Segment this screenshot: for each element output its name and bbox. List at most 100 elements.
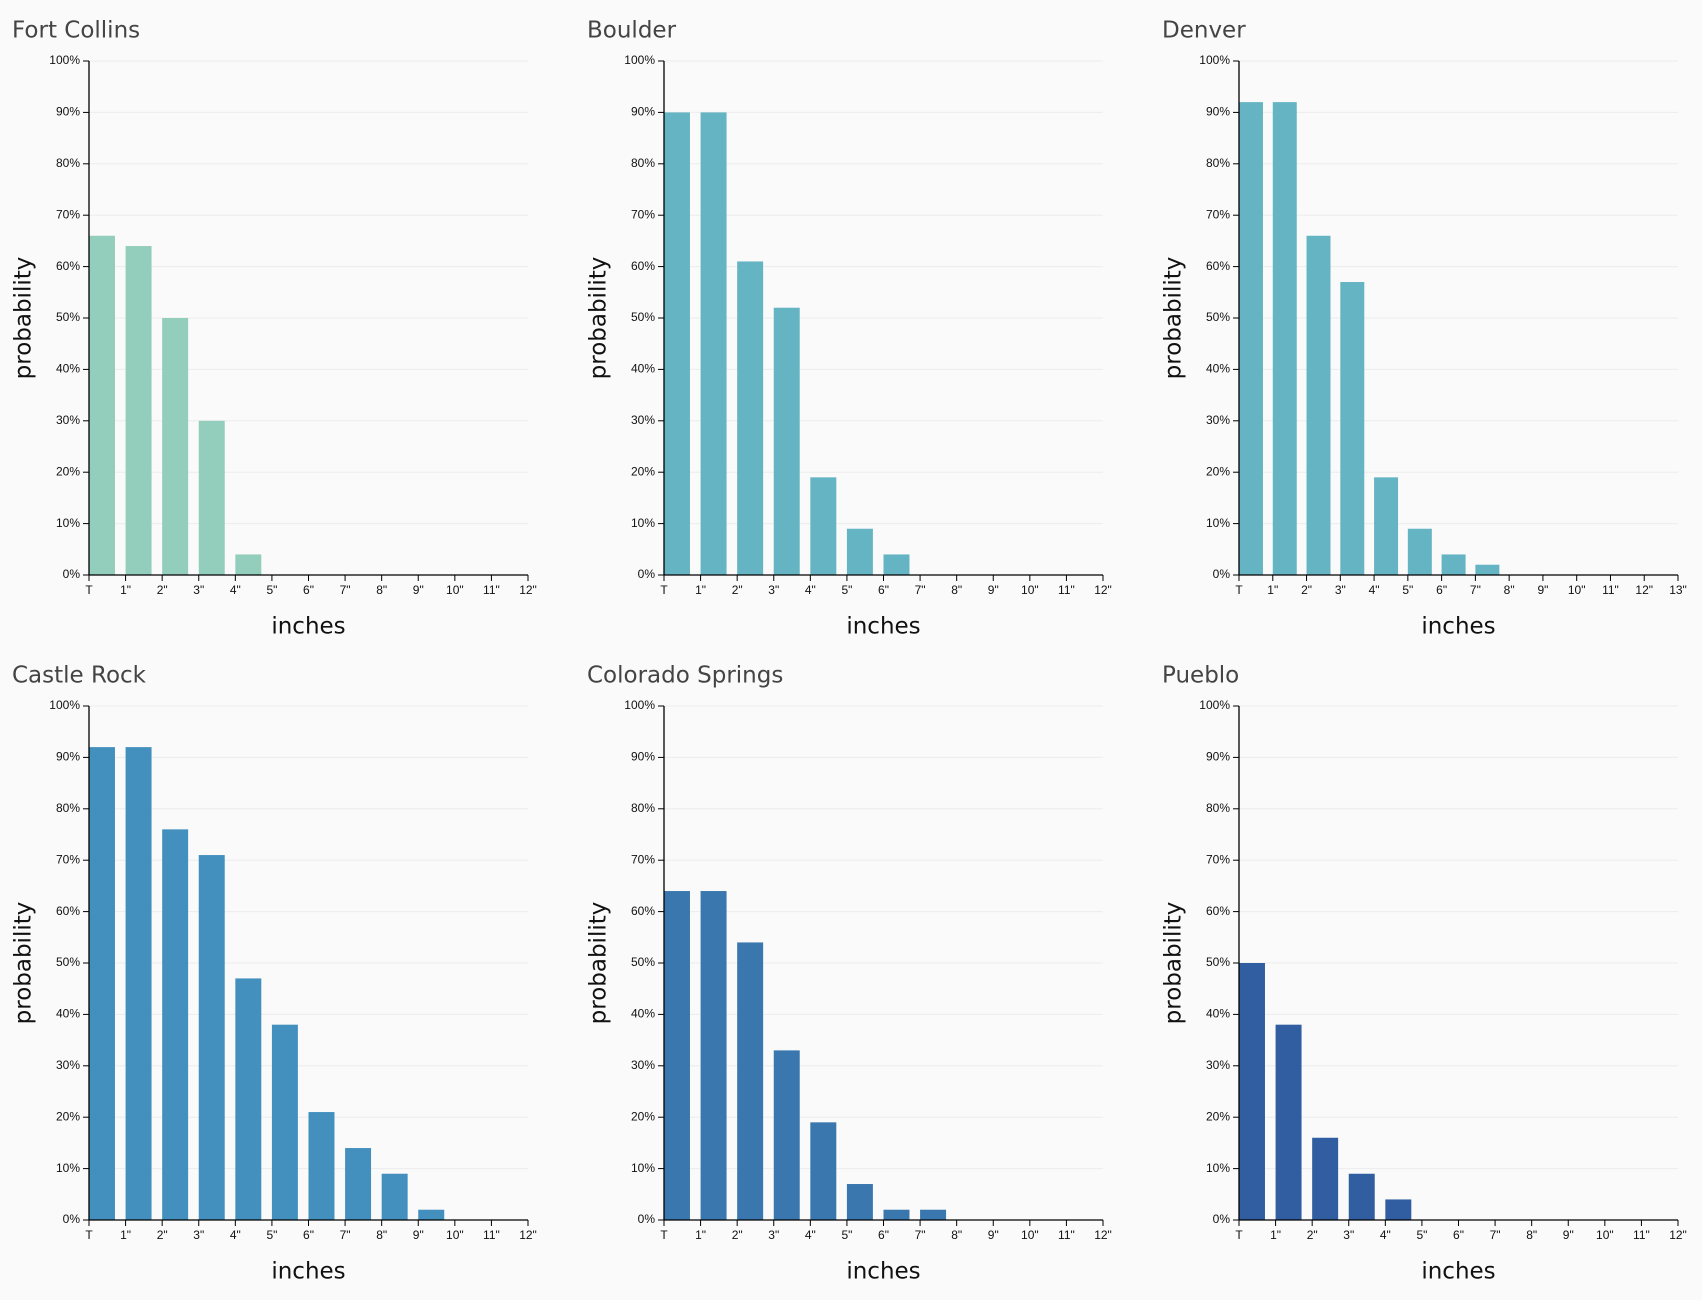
x-tick-label: 1" <box>120 1228 131 1242</box>
x-tick-label: 8" <box>951 583 962 597</box>
bar <box>235 978 262 1220</box>
y-tick-label: 40% <box>56 1007 80 1021</box>
y-tick-label: 100% <box>1199 698 1230 712</box>
x-tick-label: 8" <box>376 1228 387 1242</box>
bar <box>1340 282 1365 575</box>
y-tick-label: 40% <box>56 362 80 376</box>
x-tick-label: 9" <box>1563 1228 1574 1242</box>
y-tick-label: 50% <box>631 310 655 324</box>
y-tick-label: 100% <box>624 698 655 712</box>
chart-title: Denver <box>1162 18 1246 44</box>
x-tick-label: 12" <box>1094 1228 1112 1242</box>
bar <box>198 420 225 575</box>
y-tick-label: 50% <box>631 955 655 969</box>
bar <box>810 1122 837 1220</box>
y-tick-label: 50% <box>56 955 80 969</box>
x-tick-label: 5" <box>266 583 277 597</box>
x-tick-label: 9" <box>413 1228 424 1242</box>
bar <box>1239 102 1263 576</box>
x-tick-label: 2" <box>1301 583 1312 597</box>
y-tick-label: 100% <box>49 53 80 67</box>
x-tick-label: 4" <box>230 1228 241 1242</box>
chart-title: Pueblo <box>1162 663 1239 689</box>
x-tick-label: 11" <box>483 583 500 597</box>
y-tick-label: 60% <box>56 904 80 918</box>
y-tick-label: 90% <box>631 105 655 119</box>
bar <box>810 477 837 575</box>
bar <box>1239 963 1265 1220</box>
y-tick-label: 20% <box>56 464 80 478</box>
bar <box>920 1209 947 1220</box>
bar <box>125 747 152 1220</box>
x-tick-label: 4" <box>805 583 816 597</box>
bar <box>737 942 764 1220</box>
chart-panel: Boulder 0% 10% 20% 30% 40% 50% 60% 70% 80% 90% 100%… <box>586 18 1112 640</box>
y-tick-label: 20% <box>631 464 655 478</box>
x-tick-label: T <box>1235 1228 1243 1242</box>
y-tick-label: 80% <box>631 801 655 815</box>
y-tick-label: 80% <box>1206 156 1230 170</box>
chart-panel: Denver 0% 10% 20% 30% 40% 50% 60% 70% 80% 90% 100% T… <box>1161 18 1687 640</box>
chart-title: Boulder <box>587 18 677 44</box>
x-tick-label: 10" <box>1021 1228 1039 1242</box>
x-tick-label: 3" <box>193 1228 204 1242</box>
x-tick-label: 10" <box>1568 583 1586 597</box>
x-tick-label: 6" <box>303 583 314 597</box>
y-tick-label: 100% <box>49 698 80 712</box>
x-tick-label: 3" <box>193 583 204 597</box>
x-tick-label: T <box>85 1228 93 1242</box>
bar <box>1475 564 1500 575</box>
y-tick-label: 20% <box>631 1109 655 1123</box>
y-tick-label: 20% <box>1206 464 1230 478</box>
bar <box>1407 528 1432 575</box>
y-tick-label: 10% <box>1206 516 1230 530</box>
y-tick-label: 50% <box>1206 955 1230 969</box>
x-tick-label: 12" <box>519 583 537 597</box>
bar <box>883 1209 910 1220</box>
y-tick-label: 20% <box>1206 1109 1230 1123</box>
x-tick-label: 11" <box>1602 583 1619 597</box>
x-tick-label: 1" <box>1267 583 1278 597</box>
y-tick-label: 30% <box>631 413 655 427</box>
y-tick-label: 0% <box>1213 567 1231 581</box>
bar <box>89 747 115 1220</box>
y-tick-label: 60% <box>56 259 80 273</box>
bar <box>162 829 189 1220</box>
bar <box>418 1209 445 1220</box>
y-tick-label: 30% <box>56 1058 80 1072</box>
x-tick-label: 3" <box>1335 583 1346 597</box>
y-axis-label: probability <box>586 257 612 380</box>
bar <box>1348 1173 1375 1220</box>
y-tick-label: 90% <box>631 750 655 764</box>
bar <box>773 1050 800 1220</box>
bar <box>846 528 873 575</box>
x-tick-label: 10" <box>1596 1228 1614 1242</box>
chart-panel: Pueblo 0% 10% 20% 30% 40% 50% 60% 70% 80% 90% 100% T… <box>1161 663 1687 1285</box>
y-tick-label: 10% <box>56 516 80 530</box>
y-tick-label: 50% <box>1206 310 1230 324</box>
chart-panel: Fort Collins 0% 10% 20% 30% 40% 50% 60% 70% 80% 90… <box>11 18 537 640</box>
x-tick-label: 4" <box>230 583 241 597</box>
x-tick-label: 2" <box>732 583 743 597</box>
y-tick-label: 80% <box>631 156 655 170</box>
x-tick-label: 7" <box>915 1228 926 1242</box>
y-tick-label: 80% <box>56 801 80 815</box>
x-tick-label: 5" <box>841 583 852 597</box>
x-tick-label: 11" <box>1058 1228 1075 1242</box>
bar <box>1272 102 1297 576</box>
y-tick-label: 60% <box>1206 904 1230 918</box>
y-axis-label: probability <box>11 902 37 1025</box>
x-axis-label: inches <box>1421 614 1495 640</box>
bar <box>198 855 225 1220</box>
y-tick-label: 70% <box>56 207 80 221</box>
y-tick-label: 60% <box>631 259 655 273</box>
bar <box>1374 477 1399 575</box>
x-tick-label: 6" <box>303 1228 314 1242</box>
x-tick-label: 5" <box>841 1228 852 1242</box>
y-axis-label: probability <box>11 257 37 380</box>
y-tick-label: 30% <box>1206 413 1230 427</box>
x-tick-label: 6" <box>1436 583 1447 597</box>
bar <box>664 891 690 1220</box>
